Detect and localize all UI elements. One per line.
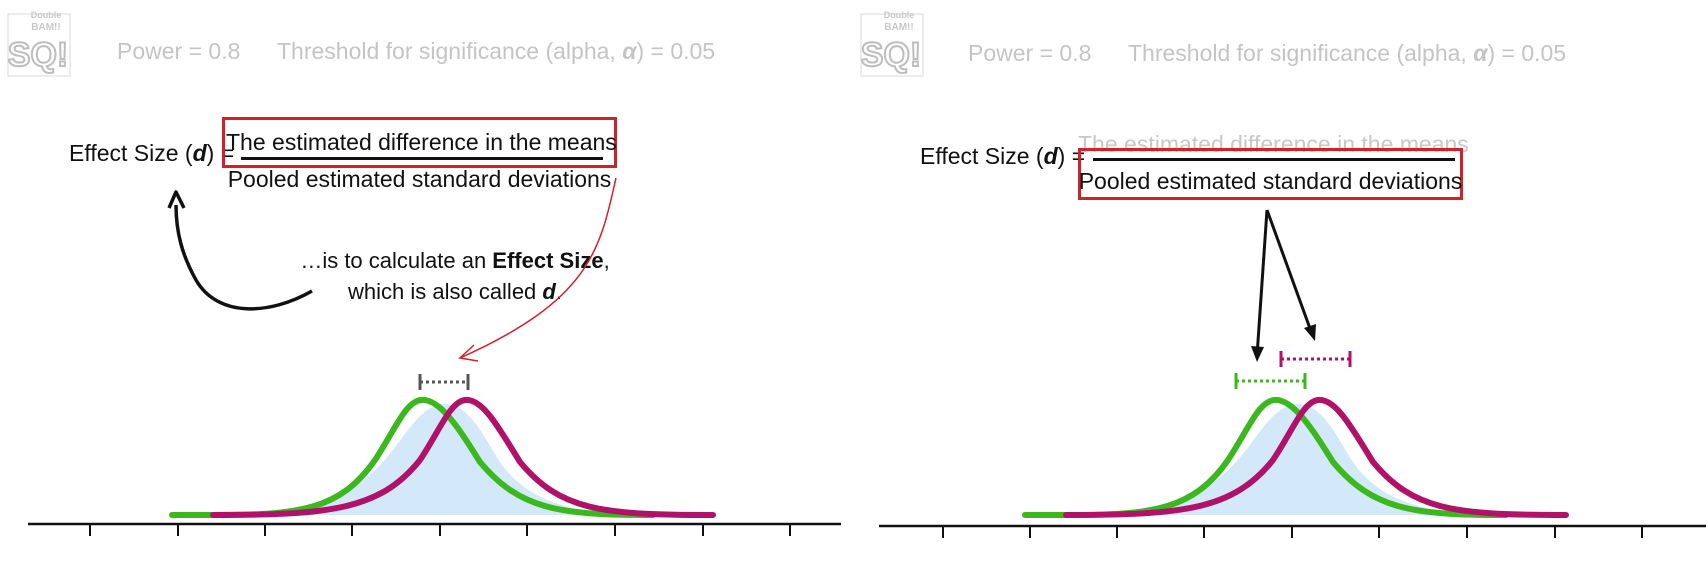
logo-line1: Double	[31, 10, 62, 20]
explanation-line2-symbol: d	[542, 279, 556, 304]
logo-mark: SQ!	[861, 36, 921, 74]
logo-line2: BAM!!	[31, 22, 60, 33]
effect-size-label: Effect Size (d) =	[920, 143, 1085, 170]
alpha-suffix: ) = 0.05	[1487, 40, 1567, 66]
alpha-symbol: α	[622, 38, 637, 64]
logo-badge: Double BAM!! SQ!	[860, 10, 924, 77]
alpha-symbol: α	[1473, 40, 1488, 66]
curved-arrow-icon	[174, 204, 313, 311]
x-axis-ticks	[942, 526, 1643, 538]
magenta-sd-bracket	[1279, 351, 1352, 367]
right-panel: Double BAM!! SQ! Power = 0.8 Threshold f…	[853, 0, 1706, 581]
explanation-text: …is to calculate an Effect Size, which i…	[290, 245, 620, 307]
annotation-arrow-icon	[459, 177, 617, 359]
alpha-suffix: ) = 0.05	[636, 38, 716, 64]
power-label: Power = 0.8	[968, 40, 1092, 66]
left-diagram	[28, 177, 841, 536]
effect-size-label: Effect Size (d) =	[69, 140, 234, 167]
denominator-text: Pooled estimated standard deviations	[1078, 168, 1463, 194]
logo-line2: BAM!!	[884, 22, 913, 33]
numerator-text: The estimated difference in the means	[226, 129, 617, 155]
fraction-bar	[241, 157, 603, 160]
explanation-line2-prefix: which is also called	[347, 279, 543, 304]
pointer-arrow-icon	[1265, 209, 1314, 335]
x-axis-ticks	[89, 524, 791, 536]
effect-size-symbol: d	[1043, 143, 1058, 169]
explanation-line2: which is also called d.	[290, 276, 620, 307]
effect-size-symbol: d	[192, 140, 207, 166]
pointer-arrow-icon	[1255, 209, 1269, 357]
magenta-curve	[210, 397, 716, 518]
left-panel: Double BAM!! SQ! Power = 0.8 Threshold f…	[7, 10, 841, 536]
green-curve	[169, 397, 656, 518]
effect-size-suffix: ) =	[206, 140, 235, 166]
overlap-area	[1066, 403, 1506, 515]
explanation-line1-bold: Effect Size	[492, 248, 604, 273]
green-curve	[1022, 397, 1509, 518]
right-diagram	[879, 209, 1706, 538]
magenta-curve	[1063, 397, 1569, 518]
overlap-area	[213, 403, 653, 515]
explanation-line1: …is to calculate an Effect Size,	[290, 245, 620, 276]
fraction-bar	[1093, 158, 1455, 161]
mean-difference-bracket	[418, 374, 470, 390]
effect-size-prefix: Effect Size (	[920, 143, 1044, 169]
denominator-highlight-box	[1078, 148, 1463, 200]
explanation-line1-suffix: ,	[603, 248, 610, 273]
alpha-label: Threshold for significance (alpha, α) = …	[277, 38, 715, 65]
pointer-arrow-head	[1251, 346, 1264, 362]
alpha-label: Threshold for significance (alpha, α) = …	[1128, 40, 1566, 67]
numerator-highlight-box	[222, 117, 617, 168]
explanation-line1-prefix: …is to calculate an	[300, 248, 493, 273]
numerator-text: The estimated difference in the means	[1078, 131, 1469, 157]
alpha-prefix: Threshold for significance (alpha,	[1128, 40, 1474, 66]
explanation-line2-suffix: .	[555, 279, 562, 304]
green-sd-bracket	[1234, 373, 1307, 389]
annotation-arrow-head	[458, 344, 479, 362]
effect-size-prefix: Effect Size (	[69, 140, 193, 166]
curved-arrow-head	[167, 190, 186, 209]
pointer-arrow-head	[1304, 324, 1316, 341]
power-label: Power = 0.8	[117, 38, 241, 64]
logo-badge: Double BAM!! SQ!	[7, 10, 71, 77]
logo-mark: SQ!	[8, 36, 68, 74]
denominator-text: Pooled estimated standard deviations	[227, 166, 612, 192]
logo-line1: Double	[884, 10, 915, 20]
alpha-prefix: Threshold for significance (alpha,	[277, 38, 623, 64]
